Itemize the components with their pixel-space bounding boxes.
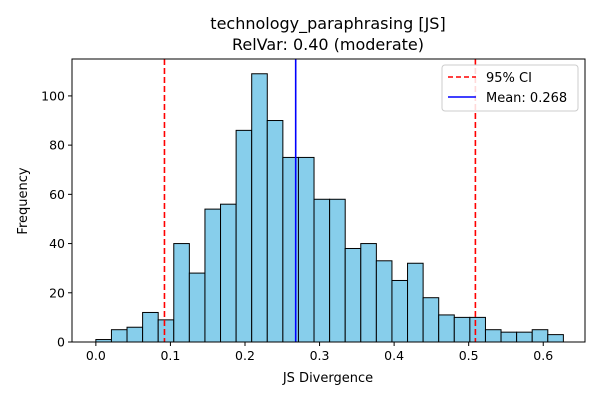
y-tick-label: 20 — [49, 285, 65, 300]
histogram-bar — [297, 156, 315, 343]
histogram-bar — [142, 311, 159, 343]
histogram-bar — [360, 243, 377, 343]
y-axis-ticks: 0 20 40 60 80 100 — [41, 88, 72, 350]
x-tick-label: 0.1 — [160, 348, 180, 363]
histogram-bar — [547, 334, 564, 343]
x-tick-label: 0.0 — [86, 348, 106, 363]
y-tick-label: 80 — [49, 138, 65, 153]
histogram-bar — [391, 279, 409, 343]
histogram-bar — [235, 129, 253, 343]
histogram-bar — [188, 272, 206, 343]
legend-mean-label: Mean: 0.268 — [486, 91, 567, 106]
legend-ci-label: 95% CI — [486, 71, 532, 86]
histogram-bar — [110, 329, 128, 343]
histogram-bar — [516, 331, 533, 343]
histogram-bar — [344, 247, 362, 343]
histogram-bar — [422, 297, 440, 343]
y-tick-label: 100 — [41, 88, 65, 103]
y-axis-label: Frequency — [16, 167, 31, 234]
histogram-bar — [251, 73, 268, 343]
histogram-bar — [173, 243, 190, 343]
chart-subtitle: RelVar: 0.40 (moderate) — [232, 35, 424, 54]
histogram-bar — [500, 331, 518, 343]
legend: 95% CI Mean: 0.268 — [441, 64, 579, 112]
histogram-bar — [329, 198, 346, 343]
y-tick-label: 0 — [57, 335, 65, 350]
x-tick-label: 0.3 — [310, 348, 330, 363]
histogram-bar — [266, 120, 284, 343]
y-tick-label: 60 — [49, 187, 65, 202]
x-tick-label: 0.2 — [235, 348, 255, 363]
chart-title: technology_paraphrasing [JS] — [210, 14, 445, 34]
histogram-bar — [375, 260, 393, 343]
histogram-bar — [157, 319, 175, 343]
plot-frame — [71, 58, 586, 343]
histogram-bar — [204, 208, 222, 343]
histogram-bar — [313, 198, 331, 343]
histogram-bar — [453, 316, 471, 343]
histogram-bar — [407, 262, 424, 343]
x-tick-label: 0.4 — [384, 348, 404, 363]
x-axis-label: JS Divergence — [282, 371, 373, 386]
histogram-bar — [484, 329, 502, 343]
histogram-bar — [531, 329, 549, 343]
histogram-bars — [95, 73, 564, 343]
x-axis-ticks: 0.0 0.1 0.2 0.3 0.4 0.5 0.6 — [86, 342, 553, 363]
histogram-bar — [126, 326, 144, 343]
x-tick-label: 0.5 — [459, 348, 479, 363]
histogram-bar — [438, 314, 455, 343]
histogram-bar — [469, 316, 486, 343]
x-tick-label: 0.6 — [533, 348, 553, 363]
histogram-bar — [220, 203, 237, 343]
y-tick-label: 40 — [49, 236, 65, 251]
